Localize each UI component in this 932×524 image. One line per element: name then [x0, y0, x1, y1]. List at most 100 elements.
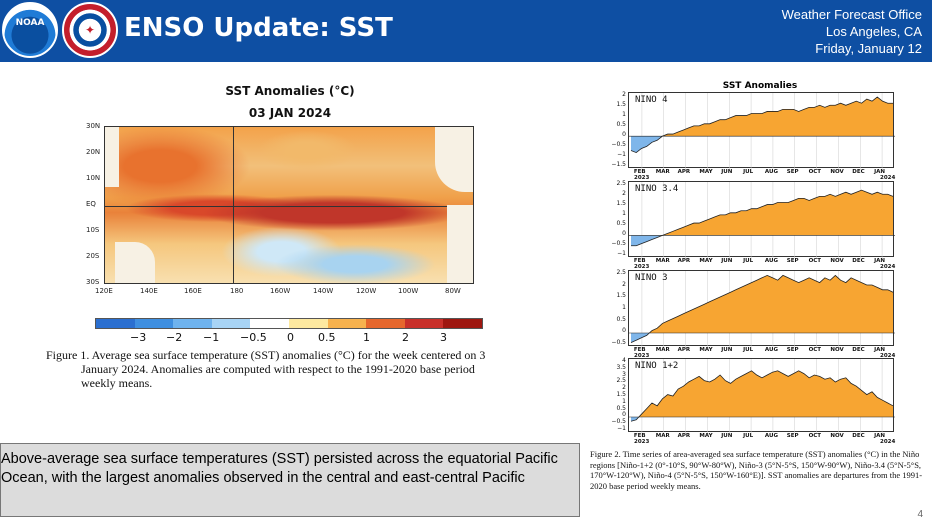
panel-name: NINO 4 [635, 95, 668, 105]
office-info: Weather Forecast Office Los Angeles, CA … [782, 6, 922, 57]
y-tick-label: 0.5 [616, 121, 626, 128]
lon-label: 160E [184, 287, 202, 295]
colorbar-swatch [366, 319, 405, 328]
anomaly-line [630, 274, 894, 343]
y-tick-label: 1 [622, 210, 626, 217]
month-label: NOV [830, 347, 844, 353]
y-tick-label: 0.5 [616, 220, 626, 227]
month-label: FEB [633, 433, 646, 439]
header-bar: NOAA ✦ ENSO Update: SST Weather Forecast… [0, 0, 932, 62]
y-tick-label: 1.5 [616, 101, 626, 108]
month-label: APR [677, 347, 691, 353]
positive-anomaly-area [631, 275, 893, 333]
month-label: DEC [852, 169, 865, 175]
americas-land [435, 127, 473, 192]
negative-anomaly-area [631, 136, 893, 153]
y-tick-label: 1 [622, 304, 626, 311]
month-label: DEC [852, 347, 865, 353]
month-label: JUN [721, 169, 733, 175]
y-tick-label: 0 [622, 131, 626, 138]
nws-logo-icon: ✦ [62, 2, 118, 58]
year-label: 2023 [634, 264, 650, 270]
year-label: 2023 [634, 175, 650, 181]
month-label: MAR [655, 258, 670, 264]
lon-label: 140E [140, 287, 158, 295]
y-tick-label: −1 [617, 250, 626, 257]
y-tick-label: 1 [622, 397, 626, 405]
y-tick-label: 2 [622, 91, 626, 98]
y-tick-label: 2 [622, 190, 626, 197]
month-label: OCT [808, 347, 822, 353]
month-label: AUG [764, 433, 778, 439]
month-label: DEC [852, 433, 865, 439]
month-label: SEP [786, 347, 799, 353]
month-label: NOV [830, 433, 844, 439]
y-tick-label: 0.5 [616, 315, 626, 323]
month-label: FEB [633, 347, 646, 353]
y-tick-label: 1.5 [616, 391, 626, 398]
y-tick-label: 2.5 [616, 269, 626, 276]
month-label: JUN [721, 258, 733, 264]
month-label: AUG [764, 258, 778, 264]
year-label: 2023 [634, 439, 650, 445]
y-tick-label: 0 [622, 411, 626, 419]
y-tick-label: 3 [622, 370, 626, 378]
noaa-logo-text: NOAA [15, 18, 45, 28]
year-label: 2024 [880, 175, 896, 181]
panel-name: NINO 3 [635, 273, 668, 283]
map-title: SST Anomalies (°C) [225, 84, 355, 98]
lat-label: 20S [86, 252, 100, 260]
y-tick-label: −1 [617, 151, 626, 158]
colorbar [95, 318, 483, 329]
year-label: 2024 [880, 353, 896, 359]
month-label: JUL [743, 347, 754, 353]
month-label: JUN [721, 347, 733, 353]
lon-label: 100W [398, 287, 419, 295]
month-label: MAY [699, 258, 713, 264]
y-tick-label: 4 [622, 357, 626, 364]
positive-anomaly-area [662, 97, 893, 137]
page-title: ENSO Update: SST [124, 13, 393, 43]
lat-label: 20N [86, 148, 101, 156]
colorbar-label: 3 [440, 331, 447, 344]
colorbar-label: −3 [130, 331, 147, 344]
month-label: JUL [743, 433, 754, 439]
summary-box: Above-average sea surface temperatures (… [0, 443, 580, 517]
month-label: DEC [852, 258, 865, 264]
colorbar-label: −0.5 [240, 331, 267, 344]
asia-land [105, 127, 119, 187]
y-tick-label: −0.5 [611, 339, 626, 346]
colorbar-label: 0 [287, 331, 294, 344]
month-label: NOV [830, 258, 844, 264]
month-label: AUG [764, 169, 778, 175]
summary-text: Above-average sea surface temperatures (… [1, 451, 558, 486]
dateline [233, 127, 234, 283]
y-tick-label: −0.5 [611, 418, 626, 426]
office-name: Weather Forecast Office [781, 7, 922, 22]
caption-line: January 2024. Anomalies are computed wit… [81, 362, 475, 376]
timeseries-title: SST Anomalies [722, 81, 798, 91]
lat-label: 10N [86, 174, 101, 182]
month-label: APR [677, 169, 691, 175]
sst-anomaly-map [104, 126, 474, 284]
month-label: JAN [874, 258, 885, 264]
colorbar-swatch [288, 319, 328, 328]
panel-name: NINO 3.4 [635, 184, 679, 194]
caption-line: Figure 1. Average sea surface temperatur… [46, 348, 486, 362]
page-number: 4 [917, 509, 923, 520]
month-label: AUG [764, 347, 778, 353]
year-label: 2024 [880, 439, 896, 445]
australia-land [115, 242, 155, 283]
lat-label: 30N [86, 122, 101, 130]
month-label: APR [677, 258, 691, 264]
y-tick-label: 0 [622, 327, 626, 335]
lat-label: EQ [86, 200, 96, 208]
nino-panel: NINO 1+2 [628, 358, 895, 433]
colorbar-swatch [173, 319, 212, 328]
caption-line: weekly means. [81, 376, 153, 390]
colorbar-label: −2 [166, 331, 183, 344]
month-label: APR [677, 433, 691, 439]
colorbar-label: 1 [363, 331, 370, 344]
month-label: JUN [721, 433, 733, 439]
anomaly-line [630, 370, 894, 422]
